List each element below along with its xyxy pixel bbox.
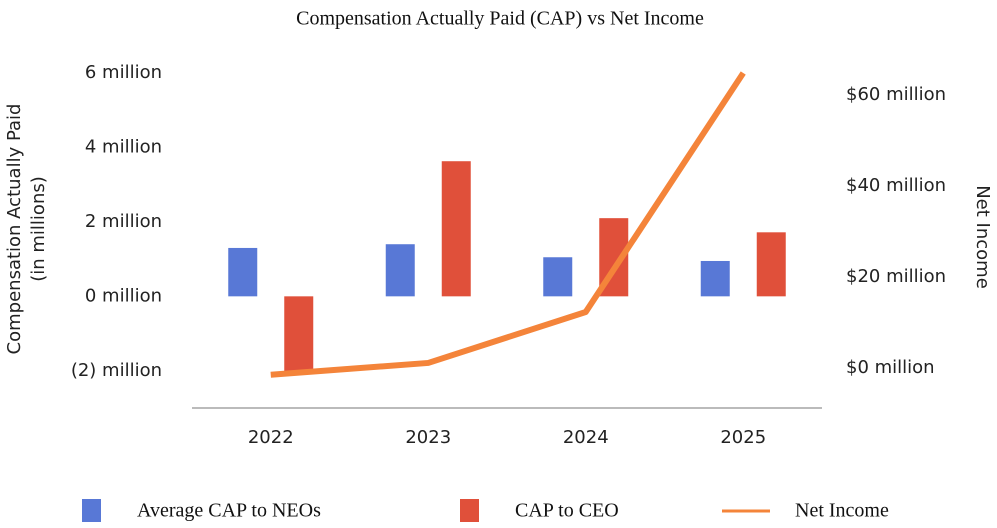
legend-swatch: [460, 499, 479, 522]
line: [270, 71, 746, 378]
x-tick-label: 2024: [563, 427, 609, 448]
legend-label: Net Income: [795, 500, 889, 522]
y-axis-label: Compensation Actually Paid (in millions): [4, 103, 49, 355]
y2-axis-label: Net Income: [972, 185, 993, 289]
bar: [385, 244, 415, 297]
y2-tick-label: $20 million: [846, 266, 946, 287]
y2-tick-label: $60 million: [846, 84, 946, 105]
bar: [441, 161, 471, 297]
y2-tick-label: $0 million: [846, 357, 935, 378]
legend-label: CAP to CEO: [515, 500, 619, 522]
bar: [284, 296, 314, 373]
y2-tick-label: $40 million: [846, 175, 946, 196]
chart-title: Compensation Actually Paid (CAP) vs Net …: [296, 8, 704, 30]
y-tick-label: 2 million: [85, 211, 162, 232]
bar: [756, 232, 786, 297]
y-tick-label: 0 million: [85, 285, 162, 306]
bar: [228, 247, 258, 297]
x-tick-label: 2025: [720, 427, 766, 448]
y-tick-label: 4 million: [85, 136, 162, 157]
x-tick-label: 2022: [248, 427, 294, 448]
bar: [700, 260, 730, 297]
legend-label: Average CAP to NEOs: [137, 500, 321, 522]
y-tick-label: (2) million: [71, 360, 162, 381]
x-tick-label: 2023: [405, 427, 451, 448]
bar: [543, 257, 573, 297]
y-tick-label: 6 million: [85, 62, 162, 83]
legend-swatch: [82, 499, 101, 522]
